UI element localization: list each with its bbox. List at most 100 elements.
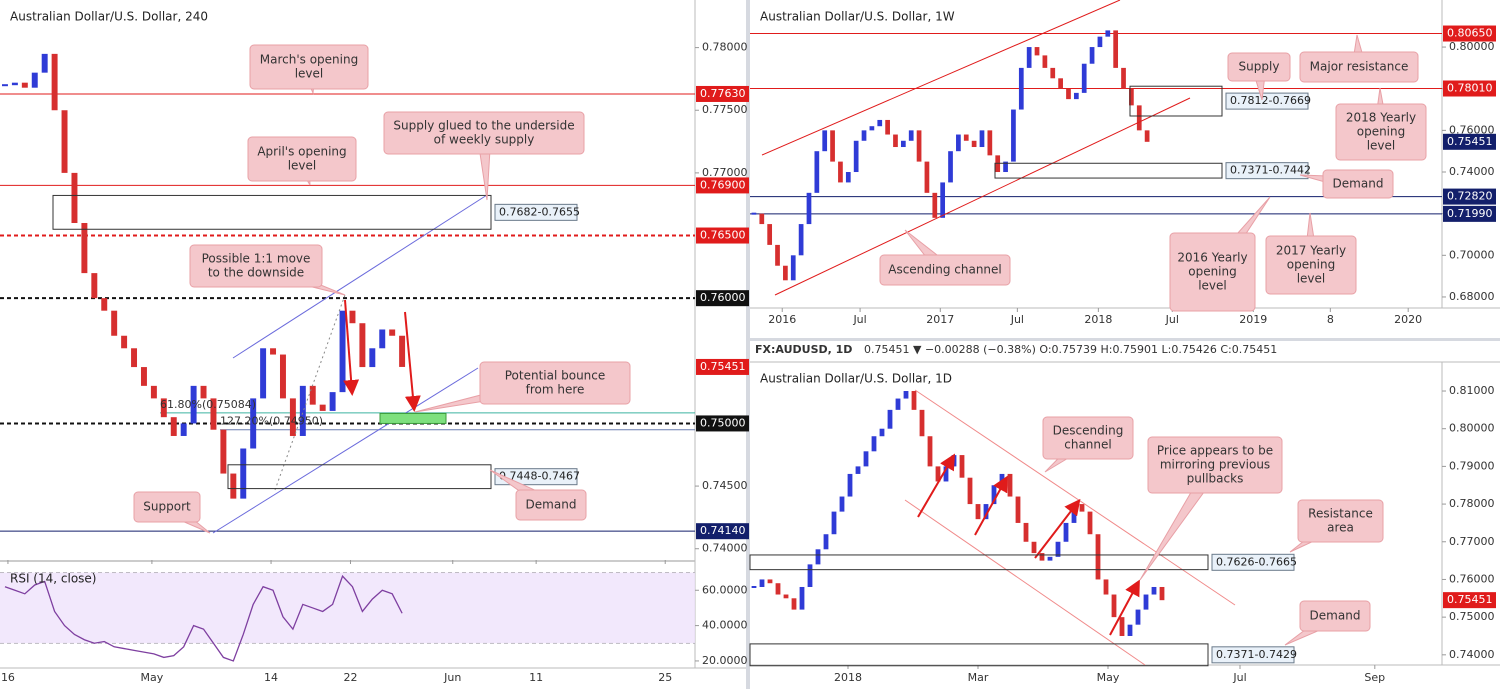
arrow bbox=[404, 311, 421, 412]
y-tick-label: 40.0000 bbox=[702, 619, 748, 632]
candle bbox=[791, 598, 797, 610]
candle bbox=[814, 151, 820, 193]
level-label-bg bbox=[1443, 592, 1496, 609]
y-tick-label: 0.79000 bbox=[1449, 459, 1495, 472]
zone-label-bg bbox=[494, 203, 578, 221]
level-label: 0.75451 bbox=[700, 360, 746, 373]
candle bbox=[150, 385, 157, 399]
x-tick-label: 2018 bbox=[1084, 313, 1112, 326]
level-label-bg bbox=[696, 85, 749, 102]
callout-text: Resistance bbox=[1308, 507, 1373, 521]
y-tick-label: 0.78000 bbox=[702, 41, 748, 54]
candle bbox=[900, 140, 906, 148]
candle bbox=[877, 119, 883, 127]
candle bbox=[927, 436, 933, 467]
callout bbox=[189, 244, 323, 288]
candle bbox=[1097, 36, 1103, 48]
callout-text: level bbox=[288, 159, 317, 173]
candle bbox=[991, 485, 997, 505]
y-tick-label: 0.74500 bbox=[702, 479, 748, 492]
callout-text: Supply bbox=[1239, 60, 1280, 74]
candle bbox=[121, 335, 128, 349]
layers bbox=[0, 30, 1446, 669]
level-label: 0.76000 bbox=[700, 291, 746, 304]
level-label-bg bbox=[696, 227, 749, 244]
level-label-bg bbox=[696, 523, 749, 540]
level-label: 0.75000 bbox=[700, 416, 746, 429]
candle bbox=[160, 398, 167, 418]
fib-label: 61.80%(0.75084) bbox=[160, 398, 256, 411]
callout-text: opening bbox=[1287, 258, 1336, 272]
candle bbox=[349, 310, 356, 324]
candle bbox=[823, 534, 829, 550]
candle bbox=[831, 511, 837, 535]
callout-text: Potential bounce bbox=[505, 369, 606, 383]
y-tick-label: 0.74000 bbox=[1449, 165, 1495, 178]
candle bbox=[830, 130, 835, 162]
level-label: 0.78010 bbox=[1447, 82, 1493, 95]
candle bbox=[1103, 579, 1109, 595]
level-label: 0.72820 bbox=[1447, 190, 1493, 203]
candle bbox=[319, 404, 326, 411]
callout bbox=[515, 489, 587, 521]
candle bbox=[783, 594, 789, 599]
candle bbox=[101, 298, 108, 311]
callout-text: Supply glued to the underside bbox=[393, 119, 574, 133]
zone bbox=[749, 554, 1209, 571]
zone bbox=[379, 412, 447, 424]
candle bbox=[853, 140, 859, 173]
candle bbox=[967, 477, 973, 505]
x-tick-label: May bbox=[141, 671, 164, 684]
callout-text: 2016 Yearly bbox=[1177, 251, 1247, 265]
candle bbox=[61, 110, 68, 173]
candle bbox=[379, 329, 386, 349]
callout bbox=[1265, 235, 1357, 295]
candle bbox=[893, 134, 898, 148]
level-label: 0.71990 bbox=[1447, 207, 1493, 220]
candle bbox=[1031, 541, 1037, 554]
callout bbox=[249, 44, 369, 90]
candle bbox=[309, 385, 316, 405]
callout-text: Demand bbox=[1310, 609, 1361, 623]
zone-label-bg bbox=[1225, 92, 1309, 110]
candle bbox=[190, 385, 197, 424]
x-tick-label: Jul bbox=[1010, 313, 1024, 326]
callout-text: Price appears to be bbox=[1157, 444, 1273, 458]
chart-title: RSI (14, close) bbox=[10, 572, 96, 586]
level-label-bg bbox=[696, 290, 749, 307]
candle bbox=[250, 398, 257, 449]
callout-text: March's opening bbox=[260, 53, 358, 67]
zone bbox=[1129, 85, 1223, 117]
zone-label: 0.7371-0.7429 bbox=[1216, 648, 1297, 661]
candle bbox=[11, 82, 18, 86]
candle bbox=[861, 130, 867, 141]
channel-line bbox=[212, 367, 479, 534]
candle bbox=[1081, 63, 1087, 93]
candle bbox=[1089, 47, 1095, 64]
y-tick-label: 0.76000 bbox=[1449, 123, 1495, 136]
candle bbox=[948, 151, 953, 183]
candle bbox=[863, 451, 869, 467]
x-tick-label: 14 bbox=[264, 671, 278, 684]
candle bbox=[1047, 556, 1053, 561]
candle bbox=[815, 549, 821, 565]
candle bbox=[908, 130, 914, 141]
y-tick-label: 0.77000 bbox=[1449, 535, 1495, 548]
candle bbox=[1136, 105, 1142, 131]
level-label-bg bbox=[1443, 188, 1496, 205]
candle bbox=[200, 385, 207, 399]
channel-line bbox=[232, 194, 488, 359]
callout-text: Support bbox=[143, 500, 191, 514]
channel-line bbox=[774, 97, 1191, 296]
level-label-bg bbox=[1443, 25, 1496, 42]
y-tick-label: 0.77000 bbox=[702, 166, 748, 179]
candle bbox=[1003, 161, 1008, 173]
channel-line bbox=[904, 499, 1146, 666]
x-tick-label: 2016 bbox=[768, 313, 796, 326]
y-tick-label: 0.74000 bbox=[1449, 648, 1495, 661]
x-tick-label: 2020 bbox=[1394, 313, 1422, 326]
candle bbox=[775, 244, 780, 266]
y-tick-label: 0.75000 bbox=[1449, 610, 1495, 623]
candle bbox=[1087, 511, 1093, 535]
